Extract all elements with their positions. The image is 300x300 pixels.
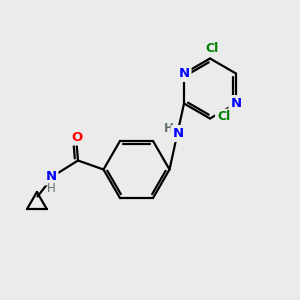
Text: H: H (164, 122, 174, 135)
Text: N: N (173, 127, 184, 140)
Text: N: N (230, 97, 242, 110)
Text: N: N (45, 170, 57, 184)
Text: O: O (71, 130, 82, 144)
Text: H: H (46, 182, 56, 195)
Text: Cl: Cl (217, 110, 230, 124)
Text: N: N (178, 67, 190, 80)
Text: Cl: Cl (205, 41, 218, 55)
